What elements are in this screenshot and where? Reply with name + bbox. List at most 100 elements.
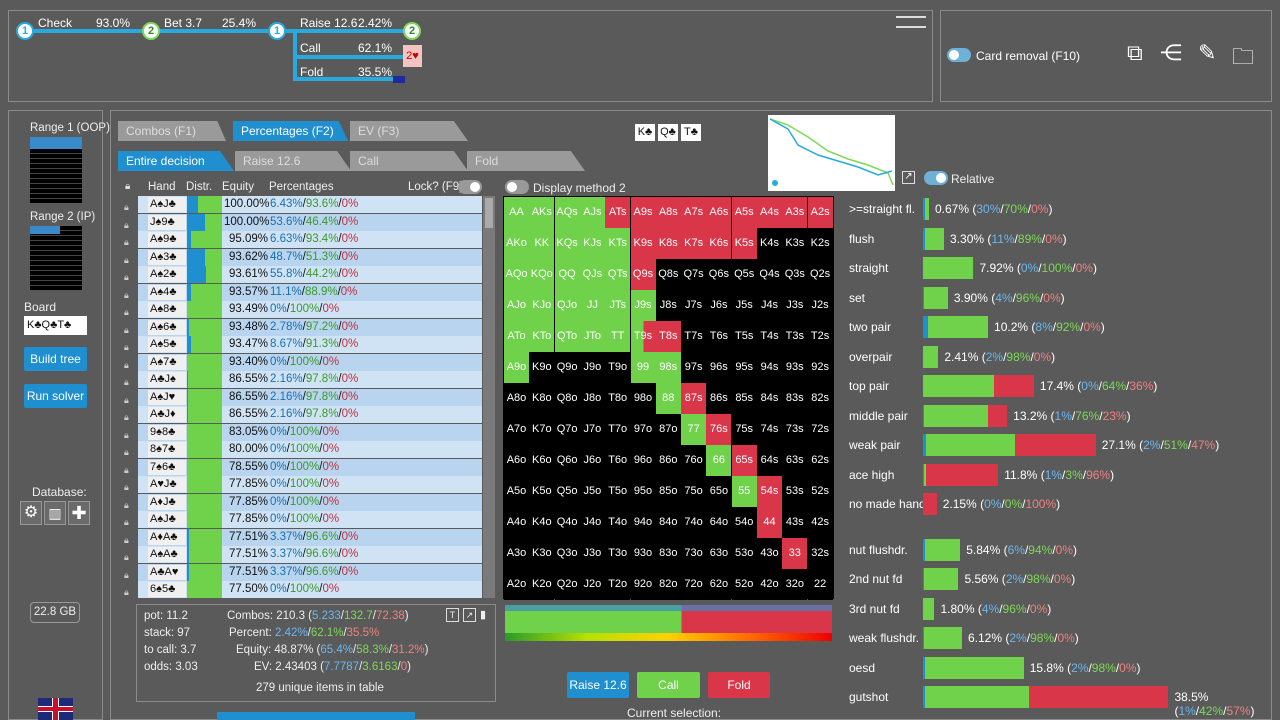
bottom-blue-bar[interactable] [217, 712, 415, 720]
grid-cell-J4s[interactable]: J4s [757, 290, 782, 321]
grid-cell-J8s[interactable]: J8s [655, 290, 681, 321]
grid-cell-82o[interactable]: 82o [655, 569, 681, 600]
grid-cell-83s[interactable]: 83s [782, 383, 808, 414]
copy-icon[interactable]: ⧉ [1127, 40, 1143, 65]
grid-cell-52o[interactable]: 52o [731, 569, 757, 600]
grid-cell-K9o[interactable]: K9o [529, 352, 555, 383]
lock-icon[interactable]: 🔒︎ [124, 307, 129, 317]
display-method-toggle[interactable] [505, 180, 529, 194]
grid-cell-J5s[interactable]: J5s [731, 290, 757, 321]
grid-cell-QJs[interactable]: QJs [579, 259, 605, 290]
grid-cell-A2s[interactable]: A2s [807, 197, 833, 228]
grid-cell-T8o[interactable]: T8o [605, 383, 631, 414]
grid-cell-42o[interactable]: 42o [757, 569, 782, 600]
grid-cell-T5s[interactable]: T5s [731, 321, 757, 352]
grid-cell-87o[interactable]: 87o [655, 414, 681, 445]
grid-cell-A7o[interactable]: A7o [504, 414, 529, 445]
uk-flag-icon[interactable] [38, 698, 73, 720]
grid-cell-KJs[interactable]: KJs [579, 228, 605, 259]
stat-bar[interactable] [923, 463, 999, 486]
grid-cell-A5o[interactable]: A5o [504, 476, 529, 507]
grid-cell-K8o[interactable]: K8o [529, 383, 555, 414]
grid-cell-Q2o[interactable]: Q2o [554, 569, 580, 600]
grid-cell-J9s[interactable]: J9s [630, 290, 656, 321]
tree-node-3[interactable]: 1 [268, 22, 286, 40]
grid-cell-75o[interactable]: 75o [681, 476, 707, 507]
board-input[interactable]: K♣Q♣T♣ [24, 316, 87, 335]
table-row[interactable]: 🔒︎ A♠9♣ 95.09% 6.63%/93.4%/0% [124, 231, 482, 248]
folder-icon[interactable]: 🗀 [1232, 44, 1255, 69]
grid-cell-22[interactable]: 22 [807, 569, 833, 600]
grid-cell-93o[interactable]: 93o [630, 538, 656, 569]
grid-cell-43o[interactable]: 43o [757, 538, 782, 569]
lock-icon[interactable]: 🔒︎ [124, 517, 129, 527]
grid-cell-JTo[interactable]: JTo [579, 321, 605, 352]
grid-cell-Q6o[interactable]: Q6o [554, 445, 580, 476]
grid-cell-AQo[interactable]: AQo [504, 259, 529, 290]
edit-icon[interactable]: ✎ [1198, 40, 1217, 65]
grid-cell-Q2s[interactable]: Q2s [807, 259, 833, 290]
stat-bar[interactable] [923, 316, 988, 338]
grid-cell-K7s[interactable]: K7s [681, 228, 707, 259]
grid-cell-J2o[interactable]: J2o [579, 569, 605, 600]
lock-icon[interactable]: 🔒︎ [124, 324, 129, 335]
text-icon[interactable]: T [446, 608, 459, 622]
grid-cell-AJs[interactable]: AJs [579, 197, 605, 228]
grid-cell-T6o[interactable]: T6o [605, 445, 631, 476]
gear-icon[interactable]: ⚙ [20, 501, 42, 525]
table-row[interactable]: 🔒︎ 8♠7♣ 80.00% 0%/100%/0% [124, 441, 482, 458]
grid-cell-J9o[interactable]: J9o [579, 352, 605, 383]
chart-icon[interactable]: ▥ [44, 501, 66, 525]
table-row[interactable]: 🔒︎ 9♠8♣ 83.05% 0%/100%/0% [124, 423, 482, 441]
call-action-button[interactable]: Call [637, 672, 700, 698]
grid-cell-65o[interactable]: 65o [706, 476, 732, 507]
stat-bar[interactable] [923, 434, 1096, 456]
grid-cell-77[interactable]: 77 [681, 414, 707, 445]
table-row[interactable]: 🔒︎ A♠6♣ 93.48% 2.78%/97.2%/0% [124, 318, 482, 336]
grid-cell-72s[interactable]: 72s [807, 414, 833, 445]
grid-cell-J3s[interactable]: J3s [782, 290, 808, 321]
grid-cell-74o[interactable]: 74o [681, 507, 707, 538]
table-row[interactable]: 🔒︎ A♣J♦ 86.55% 2.16%/97.8%/0% [124, 406, 482, 423]
grid-cell-83o[interactable]: 83o [655, 538, 681, 569]
lock-icon[interactable]: 🔒︎ [124, 412, 129, 422]
lock-icon[interactable]: 🔒︎ [124, 464, 129, 475]
stat-bar[interactable] [923, 627, 962, 650]
tree-check-label[interactable]: Check [38, 16, 73, 30]
grid-cell-92o[interactable]: 92o [630, 569, 656, 600]
grid-cell-J4o[interactable]: J4o [579, 507, 605, 538]
table-row[interactable]: 🔒︎ 6♠5♣ 77.50% 0%/100%/0% [124, 581, 482, 598]
grid-cell-J7o[interactable]: J7o [579, 414, 605, 445]
external-link-icon[interactable]: ↗ [902, 171, 915, 184]
grid-cell-KQs[interactable]: KQs [554, 228, 580, 259]
grid-cell-Q8o[interactable]: Q8o [554, 383, 580, 414]
table-row[interactable]: 🔒︎ A♠2♣ 93.61% 55.8%/44.2%/0% [124, 266, 482, 283]
table-row[interactable]: 🔒︎ A♠5♣ 93.47% 8.67%/91.3%/0% [124, 336, 482, 353]
grid-cell-A3o[interactable]: A3o [504, 538, 529, 569]
grid-cell-Q9s[interactable]: Q9s [630, 259, 656, 290]
lock-icon[interactable]: 🔒︎ [124, 429, 129, 440]
grid-cell-K2s[interactable]: K2s [807, 228, 833, 259]
table-row[interactable]: 🔒︎ A♠8♣ 93.49% 0%/100%/0% [124, 301, 482, 318]
grid-cell-T7o[interactable]: T7o [605, 414, 631, 445]
stat-bar[interactable] [923, 345, 939, 368]
stat-bar[interactable] [923, 257, 974, 279]
grid-cell-AKo[interactable]: AKo [504, 228, 529, 259]
grid-cell-A6s[interactable]: A6s [706, 197, 732, 228]
lock-icon[interactable]: 🔒︎ [124, 254, 129, 265]
stat-bar[interactable] [923, 656, 1024, 679]
table-row[interactable]: 🔒︎ A♣J♠ 86.55% 2.16%/97.8%/0% [124, 371, 482, 388]
grid-cell-Q4o[interactable]: Q4o [554, 507, 580, 538]
relative-toggle[interactable] [924, 171, 948, 185]
grid-cell-97o[interactable]: 97o [630, 414, 656, 445]
tree-bet-label[interactable]: Bet 3.7 [164, 16, 203, 30]
grid-cell-99[interactable]: 99 [630, 352, 656, 383]
grid-cell-QQ[interactable]: QQ [554, 259, 580, 290]
table-row[interactable]: 🔒︎ A♦J♣ 77.85% 0%/100%/0% [124, 493, 482, 511]
tab-combos[interactable]: Combos (F1) [118, 121, 226, 141]
grid-cell-32o[interactable]: 32o [782, 569, 808, 600]
grid-cell-KK[interactable]: KK [529, 228, 555, 259]
build-tree-button[interactable]: Build tree [24, 347, 87, 371]
grid-cell-93s[interactable]: 93s [782, 352, 808, 383]
lock-icon[interactable]: 🔒︎ [124, 359, 129, 370]
